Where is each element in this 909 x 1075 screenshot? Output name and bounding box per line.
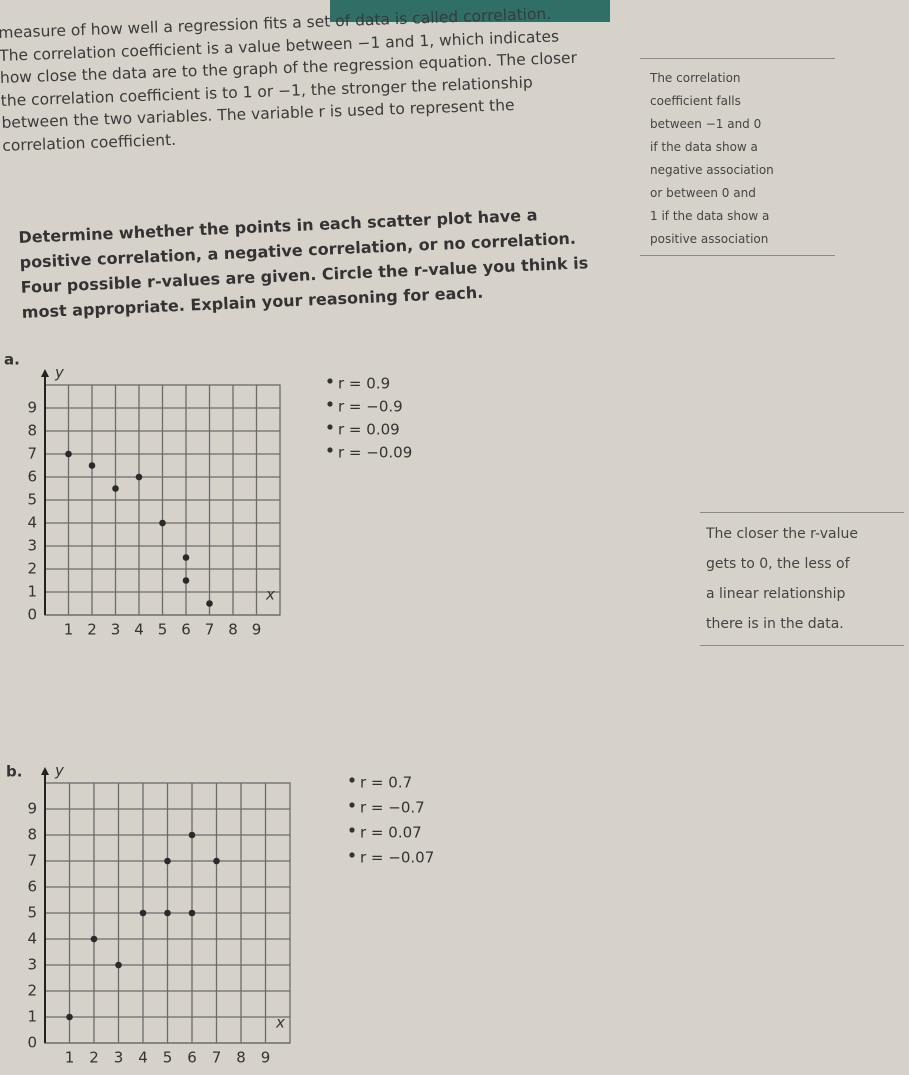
x-tick-label: 2 — [87, 621, 97, 639]
problem-label: a. — [4, 351, 20, 369]
data-point — [188, 831, 196, 839]
y-tick-label: 2 — [27, 982, 37, 1000]
r-value-option: r = 0.9 — [338, 375, 390, 393]
x-tick-label: 4 — [138, 1049, 148, 1067]
y-tick-label: 8 — [27, 826, 37, 844]
data-point — [139, 909, 147, 917]
y-tick-label: 5 — [27, 491, 37, 509]
r-value-option: r = 0.7 — [360, 774, 412, 792]
r-value-option: r = 0.07 — [360, 824, 422, 842]
data-point — [112, 485, 119, 492]
y-tick-label: 1 — [27, 583, 37, 601]
data-point — [164, 909, 171, 917]
bullet — [327, 447, 333, 453]
text-line: The closer the r-value — [706, 526, 858, 542]
bullet — [349, 852, 355, 858]
text-line: if the data show a — [650, 140, 758, 154]
x-axis-label: x — [265, 586, 275, 604]
data-point — [213, 857, 220, 865]
text-line: coefficient falls — [650, 94, 741, 108]
x-tick-label: 3 — [111, 621, 121, 639]
r-value-option: r = −0.9 — [338, 398, 403, 416]
bullet — [349, 827, 355, 833]
r-value-option: r = −0.09 — [338, 444, 412, 462]
r-value-option: r = 0.09 — [338, 421, 400, 439]
y-tick-label: 8 — [27, 422, 37, 440]
data-point — [182, 577, 190, 584]
text-line: The correlation — [650, 71, 741, 85]
problem-label: b. — [6, 763, 22, 781]
data-point — [159, 519, 166, 527]
text-line: or between 0 and — [650, 186, 756, 200]
x-tick-label: 1 — [64, 621, 74, 639]
y-tick-label: 4 — [27, 514, 37, 532]
data-point — [182, 554, 190, 561]
x-tick-label: 9 — [252, 621, 262, 639]
r-value-option: r = −0.07 — [360, 849, 434, 867]
y-tick-label: 2 — [27, 560, 37, 578]
x-tick-label: 2 — [89, 1049, 99, 1067]
y-axis-label: y — [54, 762, 65, 780]
y-tick-label: 6 — [27, 878, 37, 896]
margin-note: The closer the r-value gets to 0, the le… — [700, 512, 904, 646]
data-point — [65, 450, 72, 458]
y-tick-label: 1 — [27, 1008, 37, 1026]
y-axis-label: y — [54, 364, 65, 382]
text-line: a linear relationship — [706, 586, 846, 602]
data-point — [66, 1013, 73, 1021]
y-tick-label: 9 — [27, 800, 37, 818]
text-line: between −1 and 0 — [650, 117, 762, 131]
r-value-option: r = −0.7 — [360, 799, 425, 817]
y-tick-label: 9 — [27, 399, 37, 417]
bullet — [349, 802, 355, 808]
bullet — [349, 777, 355, 783]
y-tick-label: 7 — [27, 445, 37, 463]
x-axis-label: x — [275, 1014, 285, 1032]
x-tick-label: 3 — [114, 1049, 124, 1067]
text-line: gets to 0, the less of — [706, 556, 850, 572]
x-tick-label: 4 — [134, 621, 144, 639]
x-tick-label: 7 — [205, 621, 215, 639]
x-tick-label: 9 — [261, 1049, 271, 1067]
data-point — [164, 857, 171, 865]
y-tick-label: 4 — [27, 930, 37, 948]
x-tick-label: 1 — [65, 1049, 75, 1067]
text-line: negative association — [650, 163, 774, 177]
y-tick-label: 5 — [27, 904, 37, 922]
bullet — [327, 424, 333, 430]
data-point — [88, 462, 96, 469]
y-tick-label: 3 — [27, 537, 37, 555]
x-tick-label: 8 — [236, 1049, 246, 1067]
x-tick-label: 8 — [228, 621, 238, 639]
y-tick-label: 3 — [27, 956, 37, 974]
data-point — [90, 935, 98, 943]
y-arrow — [41, 767, 49, 775]
x-tick-label: 7 — [212, 1049, 222, 1067]
y-tick-label: 7 — [27, 852, 37, 870]
side-note: The correlation coefficient falls betwee… — [640, 58, 835, 256]
data-point — [206, 600, 213, 607]
x-tick-label: 5 — [158, 621, 168, 639]
x-tick-label: 6 — [187, 1049, 197, 1067]
bullet — [327, 401, 333, 407]
text-line: there is in the data. — [706, 616, 844, 632]
y-arrow — [41, 369, 49, 377]
header-bar — [330, 0, 610, 22]
data-point — [115, 961, 122, 969]
bullet — [327, 378, 333, 384]
data-point — [188, 909, 196, 917]
y-tick-label: 0 — [27, 606, 37, 624]
data-point — [135, 473, 143, 481]
text-line: 1 if the data show a — [650, 209, 770, 223]
x-tick-label: 6 — [181, 621, 191, 639]
y-tick-label: 0 — [27, 1034, 37, 1052]
x-tick-label: 5 — [163, 1049, 173, 1067]
text-line: positive association — [650, 232, 769, 246]
y-tick-label: 6 — [27, 468, 37, 486]
